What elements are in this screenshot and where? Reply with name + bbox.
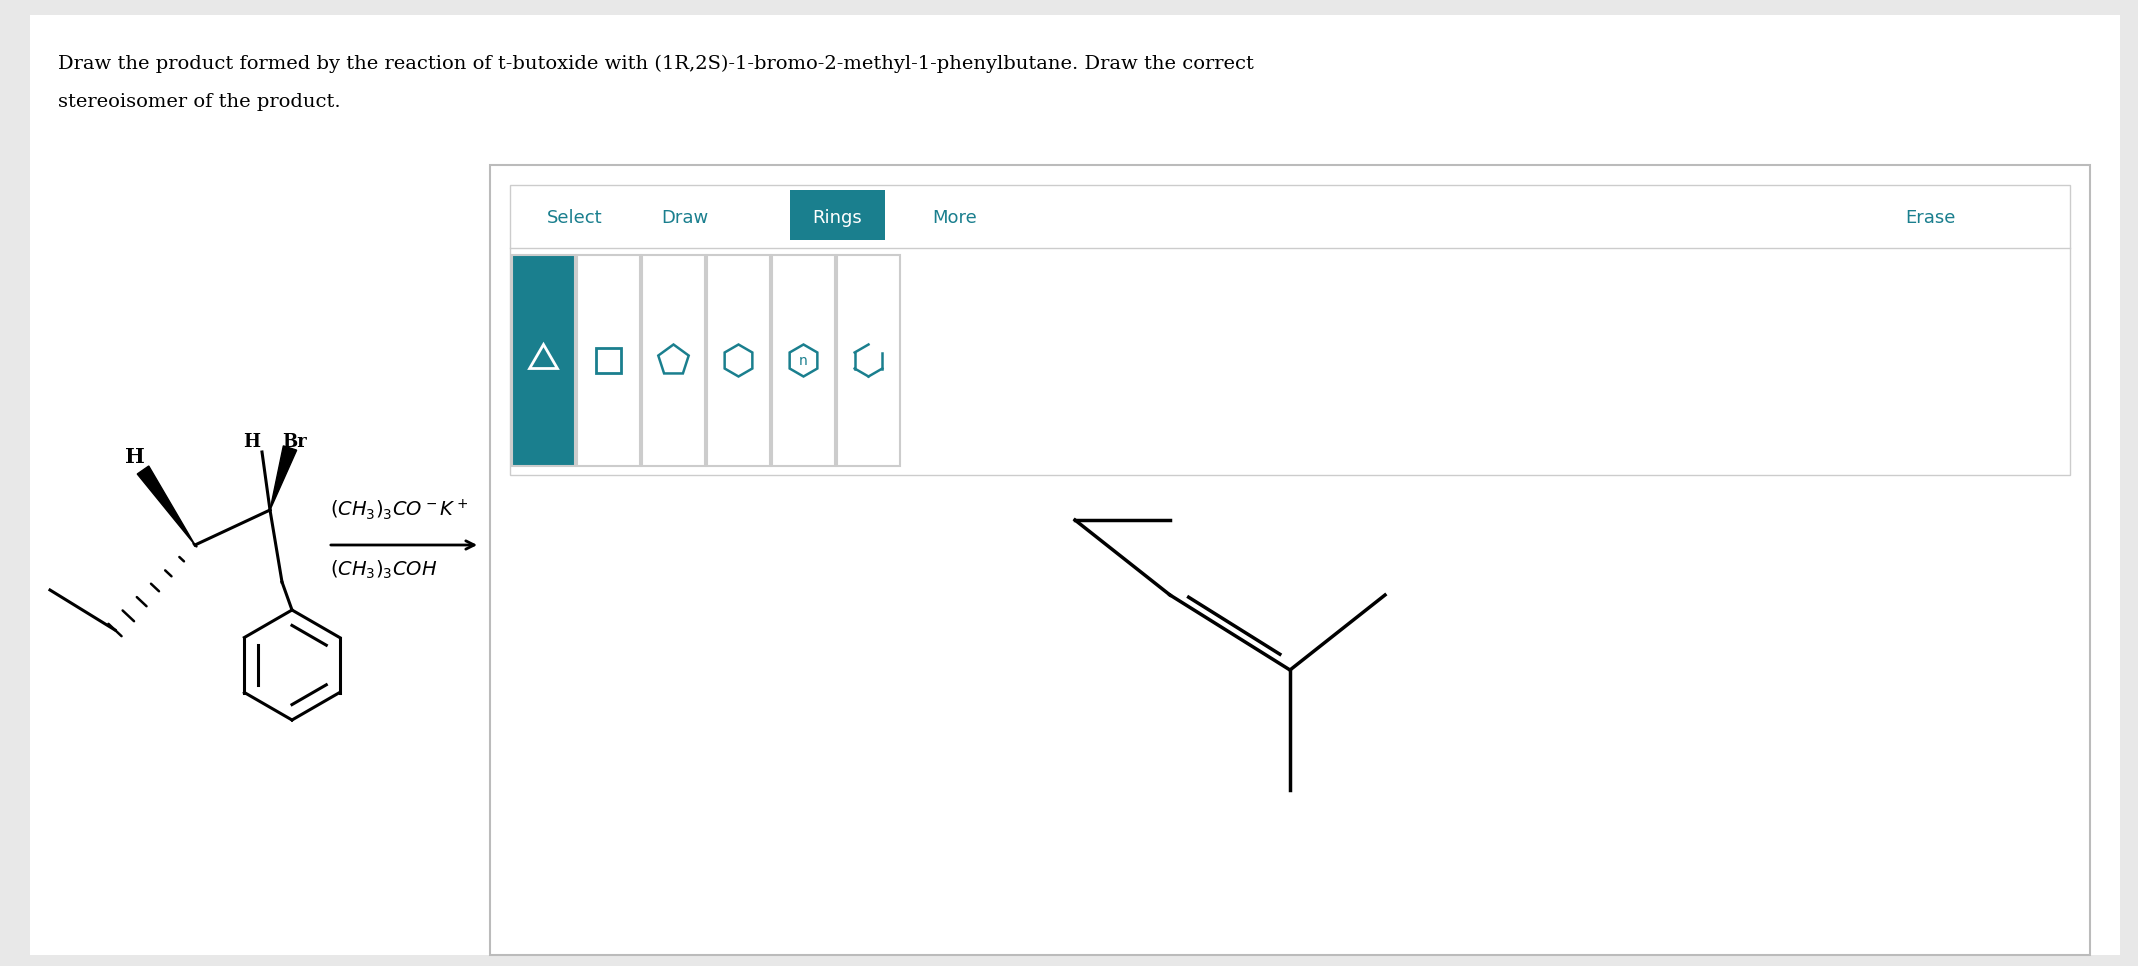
Text: Rings: Rings — [812, 209, 862, 226]
Polygon shape — [269, 446, 297, 510]
Text: Br: Br — [282, 433, 306, 451]
Text: stereoisomer of the product.: stereoisomer of the product. — [58, 93, 340, 111]
Text: Draw the product formed by the reaction of t-butoxide with (1R,2S)-1-bromo-2-met: Draw the product formed by the reaction … — [58, 55, 1253, 73]
Text: H: H — [244, 433, 261, 451]
Bar — [708, 255, 770, 466]
Text: $(CH_3)_3COH$: $(CH_3)_3COH$ — [329, 559, 438, 582]
Text: Erase: Erase — [1905, 209, 1954, 226]
Bar — [836, 255, 900, 466]
Text: n: n — [800, 354, 808, 367]
Text: Draw: Draw — [661, 209, 708, 226]
Bar — [511, 185, 2070, 475]
Bar — [511, 255, 575, 466]
Text: More: More — [932, 209, 977, 226]
Text: H: H — [124, 447, 145, 467]
Bar — [490, 165, 2091, 955]
Text: $(CH_3)_3CO^-K^+$: $(CH_3)_3CO^-K^+$ — [329, 497, 468, 523]
Bar — [597, 348, 622, 373]
Bar — [641, 255, 706, 466]
Bar — [511, 255, 575, 466]
Polygon shape — [137, 466, 195, 545]
Bar — [772, 255, 836, 466]
Bar — [577, 255, 639, 466]
Bar — [791, 190, 885, 240]
Text: Select: Select — [547, 209, 603, 226]
